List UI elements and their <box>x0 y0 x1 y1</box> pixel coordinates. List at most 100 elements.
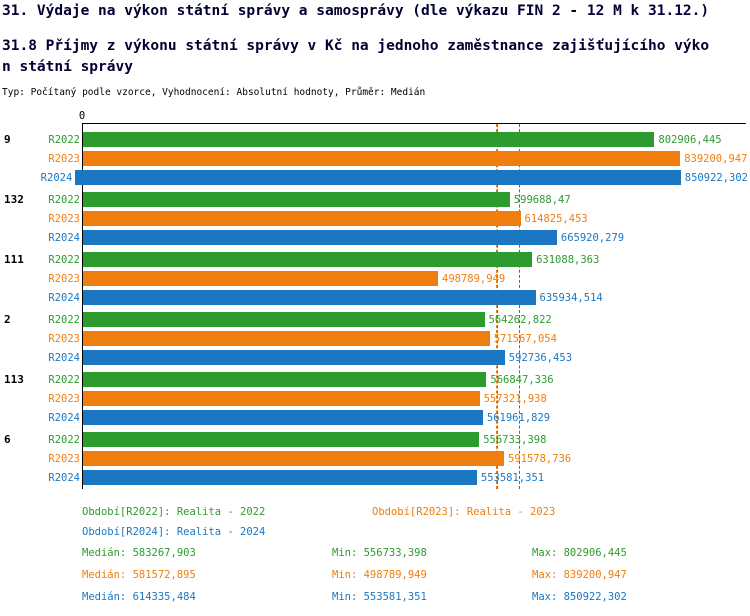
stat-max: Max: 802906,445 <box>532 547 627 559</box>
bar-area: 556733,398 <box>83 432 748 447</box>
bar-area: 561961,829 <box>83 410 748 425</box>
bar-row: 9 R2022 802906,445 <box>2 130 748 149</box>
bar-value-label: 631088,363 <box>536 253 600 266</box>
bar-row: R2024 635934,514 <box>2 288 748 307</box>
bar <box>83 470 477 485</box>
bar <box>83 451 504 466</box>
stat-max: Max: 850922,302 <box>532 591 627 603</box>
bar <box>83 192 510 207</box>
bar-area: 498789,949 <box>83 271 748 286</box>
bar-value-label: 592736,453 <box>508 351 573 364</box>
chart-plot-area: 9 R2022 802906,445 R2023 839200,947 R2024 8509… <box>2 123 748 489</box>
series-label: R2023 <box>48 272 80 285</box>
bar-area: 631088,363 <box>83 252 748 267</box>
legend-item-r2022: Období[R2022]: Realita - 2022 <box>82 506 266 518</box>
category-label: 111 <box>4 253 24 266</box>
stat-max: Max: 839200,947 <box>532 569 627 581</box>
bar-group: 111 R2022 631088,363 R2023 498789,949 R2024 63… <box>2 250 748 307</box>
series-label: R2022 <box>48 133 80 146</box>
bar <box>75 170 681 185</box>
series-label: R2023 <box>48 212 80 225</box>
bar-value-label: 557321,938 <box>483 392 547 405</box>
series-label: R2022 <box>48 433 80 446</box>
stat-min: Min: 553581,351 <box>332 591 427 603</box>
x-axis-line <box>82 123 746 124</box>
bar <box>83 372 487 387</box>
bar-area: 557321,938 <box>83 391 748 406</box>
series-label: R2024 <box>48 231 80 244</box>
series-label: R2022 <box>48 313 80 326</box>
series-label: R2024 <box>48 351 80 364</box>
bar-group: 9 R2022 802906,445 R2023 839200,947 R2024 8509… <box>2 130 748 187</box>
chart-meta-info: Typ: Počítaný podle vzorce, Vyhodnocení:… <box>2 87 426 98</box>
bar-row: R2023 498789,949 <box>2 269 748 288</box>
median-line-r2024 <box>519 124 521 489</box>
bar-area: 802906,445 <box>83 132 748 147</box>
series-label: R2022 <box>48 373 80 386</box>
bar-value-label: 839200,947 <box>684 152 748 165</box>
series-label: R2023 <box>48 392 80 405</box>
bar-row: R2024 850922,302 <box>2 168 748 187</box>
stats-row-r2023: Medián: 581572,895 Min: 498789,949 Max: 83… <box>2 569 748 591</box>
bar-row: 132 R2022 599688,47 <box>2 190 748 209</box>
stat-median: Medián: 581572,895 <box>82 569 196 581</box>
stat-median: Medián: 583267,903 <box>82 547 196 559</box>
bar <box>83 132 655 147</box>
bar-value-label: 498789,949 <box>442 272 506 285</box>
bar-area: 571567,054 <box>83 331 748 346</box>
bar-group: 2 R2022 564262,822 R2023 571567,054 R2024 5927… <box>2 310 748 367</box>
category-label: 2 <box>4 313 11 326</box>
bar <box>83 410 483 425</box>
bar-value-label: 850922,302 <box>684 171 748 184</box>
chart-subtitle: 31.8 Příjmy z výkonu státní správy v Kč … <box>2 38 710 75</box>
stats-row-r2022: Medián: 583267,903 Min: 556733,398 Max: 80… <box>2 547 748 569</box>
series-label: R2024 <box>48 471 80 484</box>
bar-area: 591578,736 <box>83 451 748 466</box>
bar-row: R2024 665920,279 <box>2 228 748 247</box>
chart-stats: Medián: 583267,903 Min: 556733,398 Max: 80… <box>2 547 748 613</box>
bar-rows: 9 R2022 802906,445 R2023 839200,947 R2024 8509… <box>2 123 748 489</box>
bar-value-label: 556733,398 <box>483 433 547 446</box>
bar-row: R2024 592736,453 <box>2 348 748 367</box>
bar-area: 599688,47 <box>83 192 748 207</box>
bar-value-label: 635934,514 <box>539 291 603 304</box>
bar-row: R2023 839200,947 <box>2 149 748 168</box>
series-label: R2024 <box>40 171 73 184</box>
category-label: 132 <box>4 193 24 206</box>
bar-value-label: 599688,47 <box>513 193 571 206</box>
bar-row: R2023 614825,453 <box>2 209 748 228</box>
y-axis-line <box>82 123 83 489</box>
stat-min: Min: 556733,398 <box>332 547 427 559</box>
x-axis-zero-label: 0 <box>78 110 86 122</box>
series-label: R2023 <box>48 452 80 465</box>
bar-area: 564262,822 <box>83 312 748 327</box>
median-line-r2022 <box>497 124 499 489</box>
bar <box>83 432 480 447</box>
bar-group: 113 R2022 566847,336 R2023 557321,938 R2024 56… <box>2 370 748 427</box>
bar-value-label: 614825,453 <box>524 212 588 225</box>
category-label: 6 <box>4 433 11 446</box>
bar <box>83 290 536 305</box>
bar <box>83 331 490 346</box>
bar-row: 6 R2022 556733,398 <box>2 430 748 449</box>
bar-area: 592736,453 <box>83 350 748 365</box>
category-label: 113 <box>4 373 24 386</box>
stats-row-r2024: Medián: 614335,484 Min: 553581,351 Max: 85… <box>2 591 748 613</box>
bar-row: 111 R2022 631088,363 <box>2 250 748 269</box>
bar-area: 566847,336 <box>83 372 748 387</box>
bar-value-label: 553581,351 <box>480 471 545 484</box>
bar-row: R2024 553581,351 <box>2 468 748 487</box>
bar-value-label: 591578,736 <box>508 452 572 465</box>
bar <box>83 391 480 406</box>
category-label: 9 <box>4 133 11 146</box>
bar <box>83 350 505 365</box>
bar-area: 614825,453 <box>83 211 748 226</box>
bar-area: 553581,351 <box>83 470 748 485</box>
legend-item-r2024: Období[R2024]: Realita - 2024 <box>82 526 266 538</box>
legend-item-r2023: Období[R2023]: Realita - 2023 <box>372 506 556 518</box>
stat-min: Min: 498789,949 <box>332 569 427 581</box>
bar-chart: 0 9 R2022 802906,445 R2023 839200,947 R2024 85… <box>2 109 748 489</box>
bar-row: 2 R2022 564262,822 <box>2 310 748 329</box>
bar-row: R2024 561961,829 <box>2 408 748 427</box>
series-label: R2022 <box>48 193 80 206</box>
